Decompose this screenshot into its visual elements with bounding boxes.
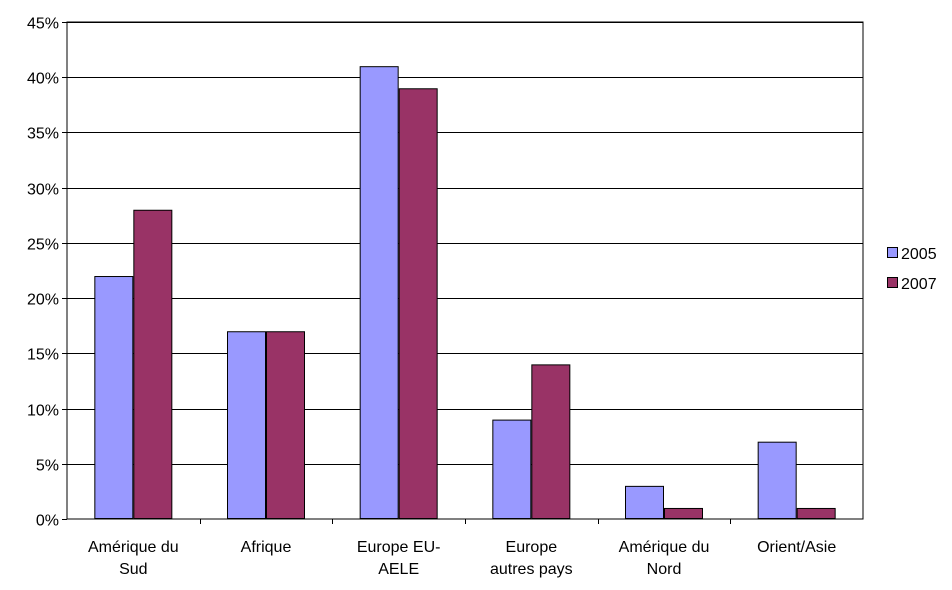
y-tick-label: 15%: [27, 347, 59, 364]
bar-2007-5: [796, 507, 836, 520]
x-tick-label-line: Afrique: [241, 539, 292, 556]
y-tick-label: 25%: [27, 237, 59, 254]
x-tick-label-line: Orient/Asie: [757, 539, 836, 556]
bar-2007-0: [133, 209, 173, 519]
legend-swatch-2005: [887, 247, 898, 258]
bar-2005-1: [227, 331, 266, 519]
x-tick-label-line: Nord: [647, 561, 682, 578]
bar-2005-4: [625, 485, 664, 520]
bar-2007-2: [398, 88, 438, 520]
bars: [94, 66, 836, 520]
bar-2005-5: [757, 441, 797, 520]
x-tick-label-line: Europe EU-: [357, 539, 441, 556]
bar-2007-4: [664, 507, 703, 520]
y-tick-label: 20%: [27, 292, 59, 309]
plot-area: [66, 21, 864, 520]
x-tick-label-line: Amérique du: [619, 539, 710, 556]
y-tick-label: 45%: [27, 16, 59, 33]
bar-2005-3: [492, 419, 532, 520]
bar-2007-3: [531, 364, 571, 519]
x-tick-label-line: Amérique du: [88, 539, 179, 556]
axes: 0% 5% 10% 15% 20% 25% 30% 35% 40% 45% Amérique du S…: [27, 16, 836, 579]
x-tick-label-line: autres pays: [490, 561, 573, 578]
bar-2007-1: [266, 331, 305, 519]
y-tick-label: 5%: [36, 458, 59, 475]
x-tick-label-line: Europe: [506, 539, 558, 556]
bar-2005-2: [359, 66, 399, 520]
y-tick-label: 30%: [27, 182, 59, 199]
x-tick-label: Orient/Asie: [757, 539, 836, 556]
x-tick-label: Amérique du Nord: [619, 539, 710, 578]
y-tick-label: 0%: [36, 513, 59, 530]
x-tick-label: Europe autres pays: [490, 539, 573, 578]
y-tick-label: 35%: [27, 126, 59, 143]
x-tick-label: Amérique du Sud: [88, 539, 179, 578]
legend-label-2005: 2005: [901, 246, 937, 263]
bar-2005-0: [94, 276, 134, 519]
x-tick-label: Europe EU- AELE: [357, 539, 441, 578]
y-tick-label: 40%: [27, 71, 59, 88]
x-tick-label: Afrique: [241, 539, 292, 556]
x-tick-label-line: AELE: [378, 561, 419, 578]
legend: 2005 2007: [887, 246, 937, 293]
gridlines: [66, 21, 864, 520]
legend-swatch-2007: [887, 277, 898, 288]
legend-label-2007: 2007: [901, 276, 937, 293]
y-tick-label: 10%: [27, 403, 59, 420]
x-tick-label-line: Sud: [119, 561, 147, 578]
